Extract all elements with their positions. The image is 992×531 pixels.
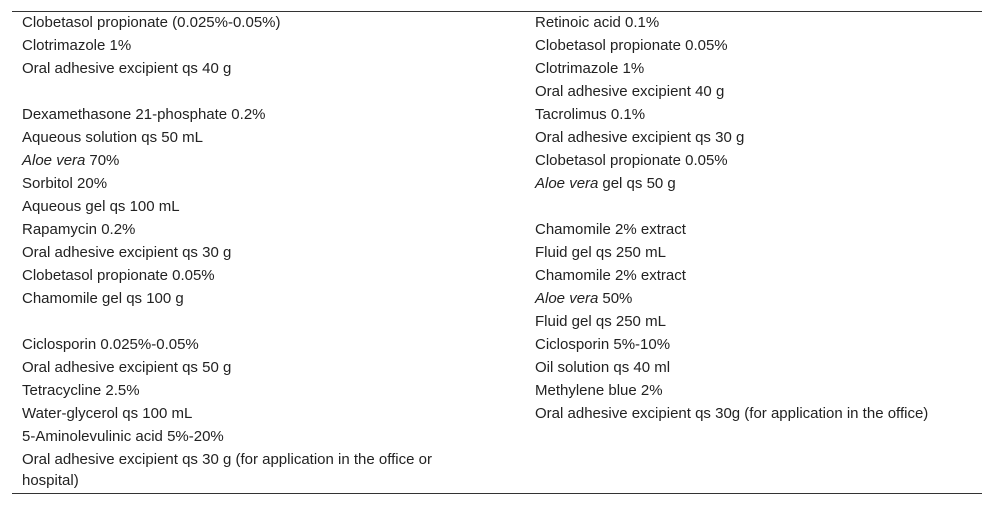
- cell-line: Oral adhesive excipient qs 30 g (for app…: [22, 451, 432, 489]
- cell-line: Clotrimazole 1%: [535, 60, 645, 77]
- cell-line: Rapamycin 0.2%: [22, 221, 136, 238]
- cell-line: Dexamethasone 21-phosphate 0.2%: [22, 106, 266, 123]
- table-cell: Tacrolimus 0.1% Oral adhesive excipient q…: [535, 104, 982, 150]
- table-cell: Tetracycline 2.5% Water-glycerol qs 100 m…: [12, 380, 535, 426]
- cell-line: Clobetasol propionate 0.05%: [535, 37, 728, 54]
- cell-line: Aqueous gel qs 100 mL: [22, 198, 180, 215]
- cell-line: Clotrimazole 1%: [22, 37, 132, 54]
- cell-line: Fluid gel qs 250 mL: [535, 244, 666, 261]
- table-body: Clobetasol propionate (0.025%-0.05%) Clot…: [12, 12, 982, 494]
- cell-line: Chamomile gel qs 100 g: [22, 290, 184, 307]
- cell-line: Water-glycerol qs 100 mL: [22, 405, 193, 422]
- cell-line: Oral adhesive excipient qs 30g (for appl…: [535, 405, 929, 422]
- table-row: Tetracycline 2.5% Water-glycerol qs 100 m…: [12, 380, 982, 426]
- cell-line: Tacrolimus 0.1%: [535, 106, 646, 123]
- cell-line: Methylene blue 2%: [535, 382, 663, 399]
- table-cell: Chamomile 2% extract Aloe vera 50% Fluid ge…: [535, 265, 982, 334]
- cell-line: Oral adhesive excipient qs 30 g: [535, 129, 745, 146]
- cell-line: Fluid gel qs 250 mL: [535, 313, 666, 330]
- cell-line: Sorbitol 20%: [22, 175, 108, 192]
- cell-line: 5-Aminolevulinic acid 5%-20%: [22, 428, 224, 445]
- cell-line: Aloe vera 50%: [535, 288, 935, 311]
- cell-line: Aloe vera gel qs 50 g: [535, 173, 935, 196]
- cell-line: Chamomile 2% extract: [535, 267, 686, 284]
- line-text: 50%: [602, 290, 633, 307]
- table-cell: Clobetasol propionate 0.05% Chamomile gel…: [12, 265, 535, 334]
- cell-line: Oral adhesive excipient qs 50 g: [22, 359, 232, 376]
- cell-line: Clobetasol propionate 0.05%: [22, 267, 215, 284]
- cell-line: Tetracycline 2.5%: [22, 382, 140, 399]
- table-row: Dexamethasone 21-phosphate 0.2% Aqueous s…: [12, 104, 982, 150]
- italic-name: Aloe vera: [535, 175, 599, 192]
- table-cell: Dexamethasone 21-phosphate 0.2% Aqueous s…: [12, 104, 535, 150]
- table-row: Rapamycin 0.2% Oral adhesive excipient qs…: [12, 219, 982, 265]
- italic-name: Aloe vera: [22, 152, 86, 169]
- table-cell: Clobetasol propionate 0.05% Aloe vera gel …: [535, 150, 982, 219]
- table-cell: Aloe vera 70% Sorbitol 20% Aqueous gel qs 1…: [12, 150, 535, 219]
- table-cell: [535, 426, 982, 494]
- table-row: Aloe vera 70% Sorbitol 20% Aqueous gel qs 1…: [12, 150, 982, 219]
- table-cell: Ciclosporin 0.025%-0.05% Oral adhesive ex…: [12, 334, 535, 380]
- line-text: gel qs 50 g: [602, 175, 676, 192]
- cell-line: Oral adhesive excipient 40 g: [535, 83, 725, 100]
- table-cell: Methylene blue 2% Oral adhesive excipient…: [535, 380, 982, 426]
- table-row: 5-Aminolevulinic acid 5%-20% Oral adhesiv…: [12, 426, 982, 494]
- table-row: Clobetasol propionate 0.05% Chamomile gel…: [12, 265, 982, 334]
- cell-line: Oral adhesive excipient qs 30 g: [22, 244, 232, 261]
- cell-line: Aloe vera 70%: [22, 150, 492, 173]
- table-cell: Rapamycin 0.2% Oral adhesive excipient qs…: [12, 219, 535, 265]
- cell-line: Oil solution qs 40 ml: [535, 359, 671, 376]
- table-cell: Retinoic acid 0.1% Clobetasol propionate …: [535, 12, 982, 105]
- table-cell: 5-Aminolevulinic acid 5%-20% Oral adhesiv…: [12, 426, 535, 494]
- italic-name: Aloe vera: [535, 290, 599, 307]
- table-row: Ciclosporin 0.025%-0.05% Oral adhesive ex…: [12, 334, 982, 380]
- table-cell: Clobetasol propionate (0.025%-0.05%) Clot…: [12, 12, 535, 105]
- cell-line: Ciclosporin 0.025%-0.05%: [22, 336, 199, 353]
- cell-line: Retinoic acid 0.1%: [535, 14, 660, 31]
- cell-line: Oral adhesive excipient qs 40 g: [22, 60, 232, 77]
- cell-line: Clobetasol propionate 0.05%: [535, 152, 728, 169]
- cell-line: Clobetasol propionate (0.025%-0.05%): [22, 14, 281, 31]
- table-cell: Ciclosporin 5%-10% Oil solution qs 40 ml: [535, 334, 982, 380]
- cell-line: Aqueous solution qs 50 mL: [22, 129, 203, 146]
- table-row: Clobetasol propionate (0.025%-0.05%) Clot…: [12, 12, 982, 105]
- cell-line: Ciclosporin 5%-10%: [535, 336, 671, 353]
- cell-line: Chamomile 2% extract: [535, 221, 686, 238]
- line-text: 70%: [89, 152, 120, 169]
- formulation-table: Clobetasol propionate (0.025%-0.05%) Clot…: [12, 11, 982, 494]
- table-cell: Chamomile 2% extract Fluid gel qs 250 mL: [535, 219, 982, 265]
